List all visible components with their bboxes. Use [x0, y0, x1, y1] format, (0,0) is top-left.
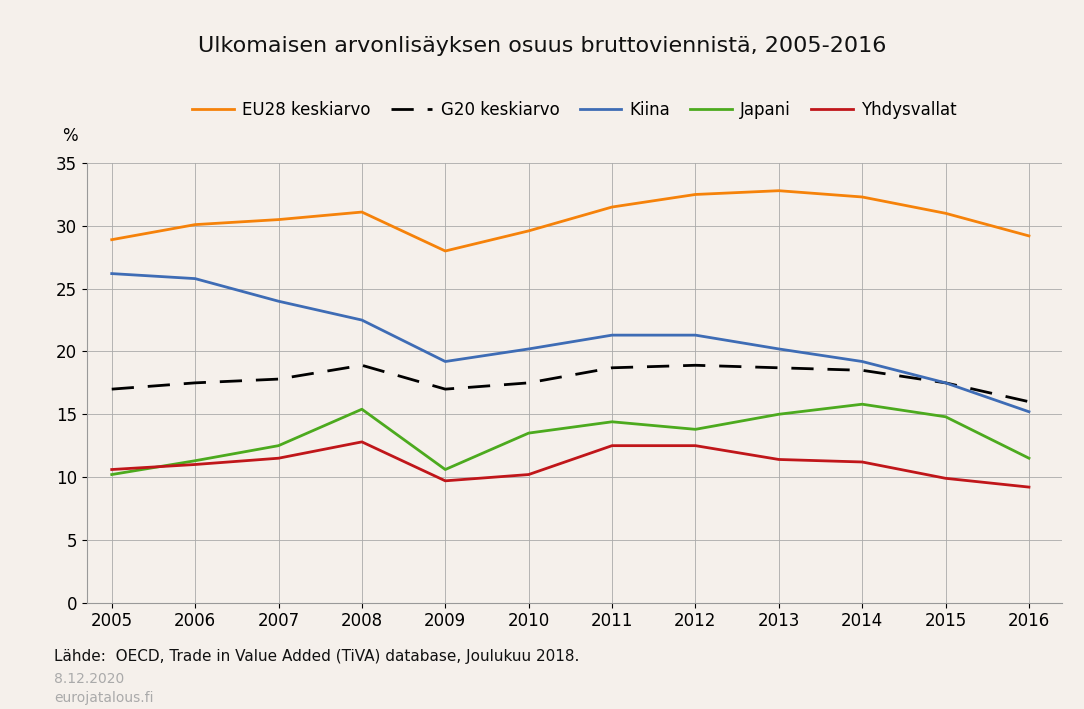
Text: Ulkomaisen arvonlisäyksen osuus bruttoviennistä, 2005-2016: Ulkomaisen arvonlisäyksen osuus bruttovi… — [197, 36, 887, 56]
Text: Lähde:  OECD, Trade in Value Added (TiVA) database, Joulukuu 2018.: Lähde: OECD, Trade in Value Added (TiVA)… — [54, 649, 580, 664]
Text: eurojatalous.fi: eurojatalous.fi — [54, 691, 154, 705]
Text: %: % — [62, 128, 78, 145]
Text: 8.12.2020: 8.12.2020 — [54, 672, 125, 686]
Legend: EU28 keskiarvo, G20 keskiarvo, Kiina, Japani, Yhdysvallat: EU28 keskiarvo, G20 keskiarvo, Kiina, Ja… — [185, 94, 964, 125]
